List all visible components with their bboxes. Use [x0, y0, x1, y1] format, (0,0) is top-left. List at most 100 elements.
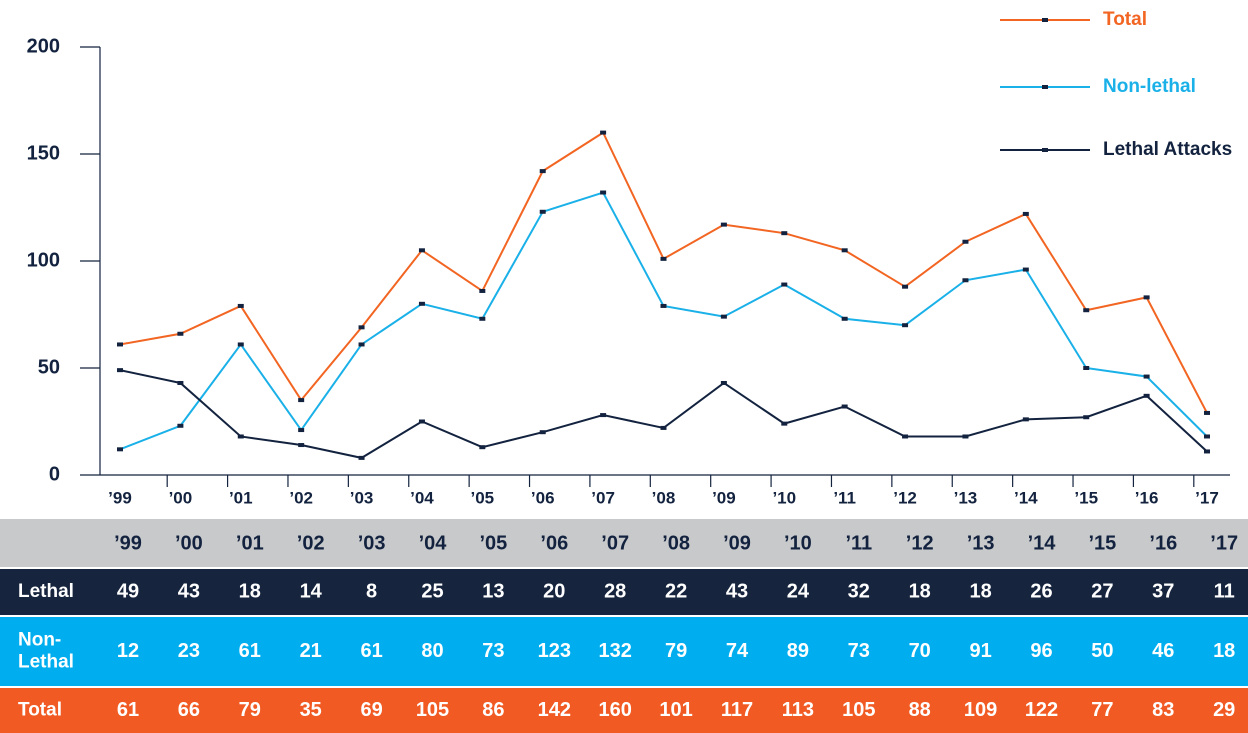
point-marker	[177, 380, 184, 385]
series-line	[119, 191, 1208, 451]
x-tick-label: ’04	[410, 488, 434, 507]
table-cell: 105	[416, 699, 449, 721]
table-cell: 160	[599, 699, 632, 721]
table-cell: 79	[665, 640, 687, 662]
point-marker	[1143, 393, 1150, 398]
point-marker	[841, 316, 848, 321]
table-cell: 50	[1091, 640, 1113, 662]
legend-marker	[1042, 148, 1048, 152]
x-tick-label: ’10	[772, 488, 796, 507]
table-row	[0, 617, 1248, 686]
point-marker	[237, 303, 244, 308]
table-header-cell: ’07	[601, 532, 629, 554]
table-header-cell: ’05	[479, 532, 507, 554]
table-cell: 23	[178, 640, 200, 662]
x-tick-label: ’17	[1195, 488, 1219, 507]
point-marker	[1022, 211, 1029, 216]
table-cell: 18	[909, 580, 931, 602]
point-marker	[962, 239, 969, 244]
point-marker	[298, 443, 305, 448]
x-tick-label: ’16	[1135, 488, 1159, 507]
table-header-cell: ’03	[358, 532, 386, 554]
legend-marker	[1042, 18, 1048, 22]
point-marker	[298, 398, 305, 403]
table-cell: 18	[239, 580, 261, 602]
table-row-label: Non-Lethal	[18, 630, 74, 673]
x-tick-label: ’14	[1014, 488, 1038, 507]
y-tick-label: 50	[38, 356, 60, 378]
y-tick-label: 150	[27, 142, 60, 164]
table-header-cell: ’12	[906, 532, 934, 554]
table-row	[0, 569, 1248, 615]
table-cell: 70	[909, 640, 931, 662]
point-marker	[418, 301, 425, 306]
table-row-label: Total	[18, 700, 62, 721]
point-marker	[1204, 410, 1210, 415]
x-tick-label: ’07	[591, 488, 615, 507]
table-cell: 8	[366, 580, 377, 602]
table-cell: 29	[1213, 699, 1235, 721]
table-header-cell: ’06	[540, 532, 568, 554]
point-marker	[1083, 366, 1090, 370]
table-header-cell: ’01	[236, 532, 264, 554]
table-cell: 11	[1214, 580, 1235, 602]
point-marker	[479, 288, 486, 293]
table-cell: 66	[178, 699, 200, 721]
point-marker	[117, 342, 123, 347]
table-cell: 14	[300, 580, 323, 602]
point-marker	[660, 256, 667, 261]
table-header-cell: ’15	[1088, 532, 1116, 554]
point-marker	[539, 430, 546, 435]
table-cell: 35	[300, 699, 322, 721]
table-cell: 80	[421, 640, 443, 662]
table-cell: 91	[969, 640, 991, 662]
x-tick-label: ’01	[229, 488, 253, 507]
table-header-cell: ’09	[723, 532, 751, 554]
table-cell: 37	[1152, 580, 1174, 602]
table-header-cell: ’13	[967, 532, 995, 554]
table-cell: 77	[1091, 699, 1113, 721]
table-cell: 43	[178, 580, 200, 602]
point-marker	[358, 342, 365, 347]
legend-label: Non-lethal	[1103, 76, 1196, 97]
point-marker	[1143, 374, 1150, 379]
table-cell: 101	[659, 699, 692, 721]
point-marker	[1022, 267, 1029, 272]
table-cell: 69	[360, 699, 382, 721]
table-cell: 113	[782, 699, 814, 721]
table-cell: 18	[1213, 640, 1235, 662]
point-marker	[358, 455, 365, 460]
point-marker	[720, 222, 727, 227]
label-line: Lethal	[18, 652, 74, 673]
point-marker	[902, 434, 909, 439]
table-cell: 13	[482, 580, 504, 602]
x-tick-label: ’00	[169, 488, 193, 507]
table-cell: 61	[360, 640, 382, 662]
table-cell: 105	[842, 699, 875, 721]
series-line	[119, 369, 1208, 459]
point-marker	[117, 368, 123, 373]
table-cell: 86	[482, 699, 504, 721]
point-marker	[177, 423, 184, 428]
table-cell: 26	[1030, 580, 1052, 602]
point-marker	[1022, 417, 1029, 422]
table-cell: 20	[543, 580, 565, 602]
y-tick-label: 100	[27, 249, 60, 271]
point-marker	[298, 428, 305, 433]
point-marker	[962, 434, 969, 439]
x-tick-label: ’03	[350, 488, 374, 507]
point-marker	[841, 404, 848, 409]
point-marker	[781, 421, 788, 426]
point-marker	[237, 434, 244, 439]
label-line: Non-	[18, 630, 61, 651]
table-cell: 109	[964, 699, 997, 721]
x-tick-label: ’06	[531, 488, 555, 507]
x-tick-label: ’12	[893, 488, 917, 507]
table-cell: 18	[969, 580, 991, 602]
table-header-cell: ’16	[1149, 532, 1177, 554]
point-marker	[1143, 295, 1150, 300]
x-tick-label: ’11	[833, 488, 856, 507]
x-tick-label: ’13	[954, 488, 978, 507]
table-header-cell: ’00	[175, 532, 203, 554]
